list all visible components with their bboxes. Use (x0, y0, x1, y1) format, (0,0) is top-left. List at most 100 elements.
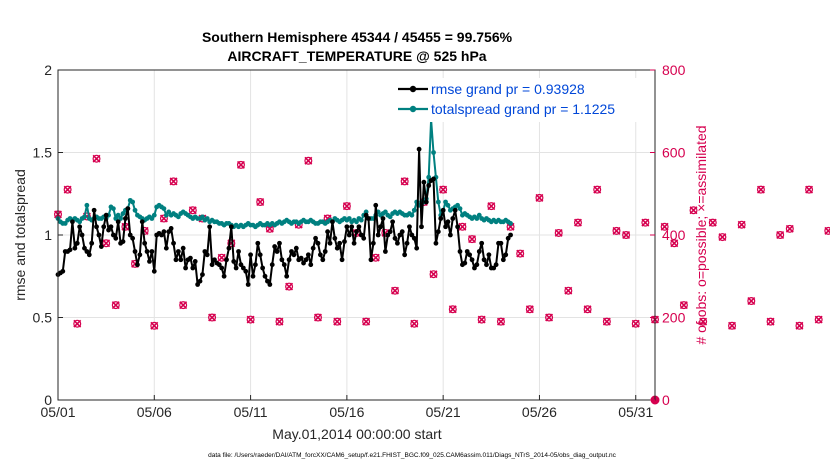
obs-possible-point (535, 193, 544, 202)
rmse-point (409, 232, 415, 238)
rmse-point (423, 199, 429, 205)
rmse-point (342, 239, 347, 245)
obs-assimilated-point (429, 270, 438, 279)
obs-assimilated-point (708, 218, 717, 227)
x-axis-label: May.01,2014 00:00:00 start (272, 426, 442, 442)
rmse-point (274, 249, 280, 254)
rmse-point (255, 240, 261, 246)
totalspread-point (445, 202, 451, 208)
rmse-point (390, 219, 396, 225)
right-y-tick-label: 200 (662, 310, 686, 326)
rmse-point (387, 229, 393, 235)
rmse-point (86, 252, 92, 258)
x-tick-label: 05/21 (426, 404, 461, 420)
right-y-tick-label: 0 (662, 392, 670, 408)
rmse-point (308, 262, 314, 268)
obs-possible-point (410, 319, 419, 328)
rmse-point (149, 249, 155, 254)
rmse-point (440, 207, 446, 213)
obs-assimilated-point (699, 317, 708, 326)
obs-possible-point (342, 202, 351, 211)
rmse-point (346, 232, 352, 238)
obs-assimilated-point (525, 305, 534, 314)
rmse-point (132, 249, 138, 254)
rmse-point (366, 216, 371, 221)
obs-assimilated-point (824, 226, 830, 235)
rmse-point (94, 224, 99, 230)
rmse-point (200, 272, 205, 277)
x-tick-label: 05/16 (329, 404, 364, 420)
obs-assimilated-point (583, 305, 592, 314)
obs-assimilated-point (737, 220, 746, 229)
legend-box (392, 78, 650, 122)
obs-possible-point (699, 317, 708, 326)
rmse-point (228, 224, 234, 230)
rmse-point (303, 257, 309, 263)
rmse-point (493, 262, 499, 268)
left-y-tick-label: 0 (44, 392, 52, 408)
rmse-point (221, 273, 227, 279)
obs-possible-point (487, 202, 496, 211)
rmse-point (293, 245, 299, 251)
rmse-point (252, 262, 258, 268)
obs-assimilated-point (660, 222, 669, 231)
right-y-tick-label: 800 (662, 62, 686, 78)
rmse-point (315, 240, 321, 246)
obs-possible-point (102, 239, 111, 248)
obs-assimilated-point (593, 185, 602, 194)
right-y-axis-ticks: 0 200 400 600 800 (650, 62, 686, 408)
obs-assimilated-point (439, 185, 448, 194)
obs-assimilated-point (795, 321, 804, 330)
rmse-point (77, 224, 83, 230)
rmse-point (197, 278, 203, 284)
totalspread-point (166, 209, 172, 215)
totalspread-point (508, 221, 513, 226)
totalspread-point (113, 216, 119, 221)
rmse-point (305, 252, 311, 258)
legend-rmse-marker (409, 85, 417, 93)
obs-possible-point (805, 185, 814, 194)
rmse-point (382, 249, 388, 254)
obs-possible-point (275, 317, 284, 326)
rmse-point (79, 232, 85, 238)
obs-assimilated-point (805, 185, 814, 194)
rmse-point (370, 240, 376, 246)
x-tick-label: 05/06 (137, 404, 172, 420)
rmse-point (207, 224, 213, 230)
rmse-point (250, 273, 256, 279)
rmse-point (354, 229, 359, 235)
rmse-point (464, 249, 470, 254)
rmse-point (397, 232, 403, 238)
obs-assimilated-point (410, 319, 419, 328)
rmse-point (125, 206, 131, 212)
rmse-point (106, 227, 111, 233)
rmse-point (332, 235, 338, 241)
obs-assimilated-point (362, 317, 371, 326)
rmse-point (163, 245, 169, 251)
totalspread-point (431, 150, 436, 155)
left-y-tick-label: 1 (44, 227, 52, 243)
rmse-point (419, 224, 424, 230)
obs-assimilated-point (285, 282, 294, 291)
legend-rmse-label: rmse grand pr = 0.93928 (431, 81, 585, 97)
obs-assimilated-point (448, 305, 457, 314)
rmse-point (452, 207, 458, 213)
obs-assimilated-point (342, 202, 351, 211)
obs-possible-point (477, 315, 486, 324)
obs-possible-point (217, 253, 226, 262)
right-y-tick-label: 600 (662, 145, 686, 161)
obs-assimilated-point (73, 319, 82, 328)
obs-assimilated-point (496, 317, 505, 326)
obs-possible-point (111, 301, 120, 310)
obs-assimilated-point (622, 231, 631, 239)
rmse-point (351, 240, 357, 246)
rmse-point (457, 249, 463, 254)
legend-spread-marker (409, 105, 417, 113)
obs-assimilated-point (477, 315, 486, 324)
rmse-point (161, 229, 167, 235)
rmse-point (486, 252, 492, 258)
rmse-point (175, 249, 181, 254)
obs-possible-point (824, 226, 830, 235)
totalspread-point (132, 207, 138, 213)
x-tick-label: 05/11 (234, 404, 268, 420)
